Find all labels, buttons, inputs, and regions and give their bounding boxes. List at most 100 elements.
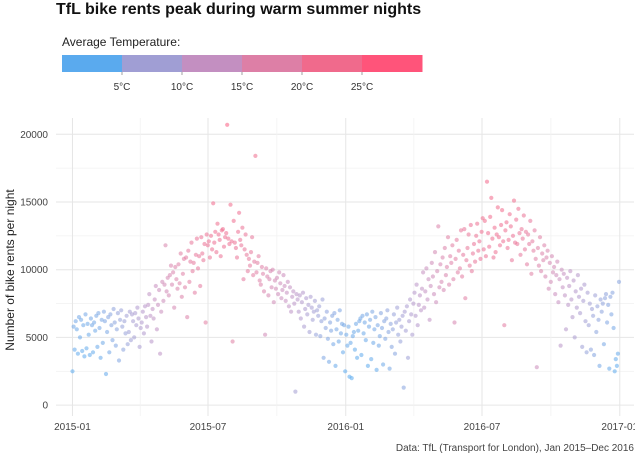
data-point: [175, 286, 180, 291]
data-point: [332, 311, 337, 316]
data-point: [574, 305, 579, 310]
data-point: [422, 305, 427, 310]
data-point: [191, 260, 196, 265]
data-point: [556, 300, 561, 305]
data-point: [195, 266, 201, 271]
data-point: [169, 282, 175, 287]
data-point: [596, 317, 601, 322]
data-point: [453, 256, 458, 261]
data-point: [392, 351, 398, 356]
data-point: [608, 294, 613, 299]
data-point: [501, 239, 506, 244]
data-point: [516, 206, 521, 211]
data-point: [495, 205, 500, 210]
data-point: [259, 264, 264, 270]
data-point: [131, 319, 136, 324]
data-point: [298, 316, 303, 321]
data-point: [592, 352, 597, 358]
data-point: [576, 294, 582, 299]
data-point: [346, 324, 351, 329]
data-point: [166, 293, 171, 298]
data-point: [118, 317, 123, 322]
data-point: [206, 239, 211, 244]
data-point: [252, 259, 257, 264]
data-point: [113, 343, 118, 348]
data-point: [205, 243, 210, 248]
data-point: [533, 256, 538, 261]
data-point: [518, 252, 523, 257]
data-point: [499, 222, 504, 228]
data-point: [521, 213, 526, 218]
data-point: [484, 179, 490, 184]
data-point: [566, 302, 571, 307]
data-point: [100, 340, 105, 345]
data-point: [233, 245, 238, 251]
data-point: [511, 198, 517, 203]
data-point: [111, 306, 116, 312]
data-point: [254, 270, 259, 275]
data-point: [397, 317, 402, 322]
data-point: [568, 269, 573, 274]
data-point: [119, 308, 124, 313]
data-point: [102, 319, 107, 324]
data-point: [575, 273, 581, 278]
data-point: [471, 241, 477, 247]
data-point: [359, 352, 364, 358]
data-point: [142, 304, 148, 309]
data-point: [443, 273, 448, 278]
data-point: [430, 274, 435, 279]
data-point: [194, 236, 199, 241]
data-point: [229, 239, 234, 244]
data-point: [527, 241, 532, 247]
data-point: [190, 269, 195, 274]
data-point: [133, 311, 138, 316]
data-point: [184, 255, 189, 260]
data-point: [291, 289, 296, 294]
data-point: [316, 313, 321, 318]
data-point: [478, 256, 483, 261]
data-point: [383, 336, 388, 341]
data-point: [429, 260, 434, 265]
data-point: [234, 255, 240, 260]
data-point: [614, 363, 620, 368]
data-point: [90, 350, 96, 355]
data-point: [172, 305, 177, 310]
data-point: [237, 210, 242, 215]
data-point: [292, 301, 297, 306]
data-point: [223, 235, 228, 240]
data-point: [519, 227, 524, 232]
data-point: [277, 270, 282, 275]
data-point: [603, 292, 609, 297]
data-point: [375, 323, 380, 328]
data-point: [361, 331, 366, 336]
data-point: [470, 251, 475, 256]
data-point: [221, 244, 227, 249]
data-point: [531, 248, 536, 253]
data-point: [129, 312, 135, 317]
x-axis-ticks: 2015-01 2015-07 2016-01 2016-07 2017-01: [54, 422, 635, 433]
x-tick-label: 2017-01: [601, 422, 635, 433]
data-point: [121, 347, 126, 352]
data-point: [212, 240, 217, 245]
data-point: [308, 294, 313, 299]
data-point: [278, 281, 283, 286]
plot-grid: [56, 118, 634, 416]
data-point: [589, 306, 595, 312]
data-point: [180, 271, 185, 276]
data-point: [542, 243, 547, 248]
data-point: [87, 352, 92, 358]
data-point: [588, 347, 594, 352]
data-point: [144, 315, 149, 320]
data-point: [161, 298, 166, 303]
data-point: [300, 290, 306, 295]
data-point: [609, 312, 614, 317]
data-point: [547, 260, 552, 265]
legend-label: 15°C: [231, 82, 253, 93]
data-point: [370, 309, 375, 314]
data-point: [248, 250, 254, 255]
data-point: [424, 266, 429, 271]
data-point: [394, 320, 399, 325]
data-point: [560, 285, 565, 290]
data-point: [276, 292, 281, 297]
data-point: [239, 243, 244, 248]
